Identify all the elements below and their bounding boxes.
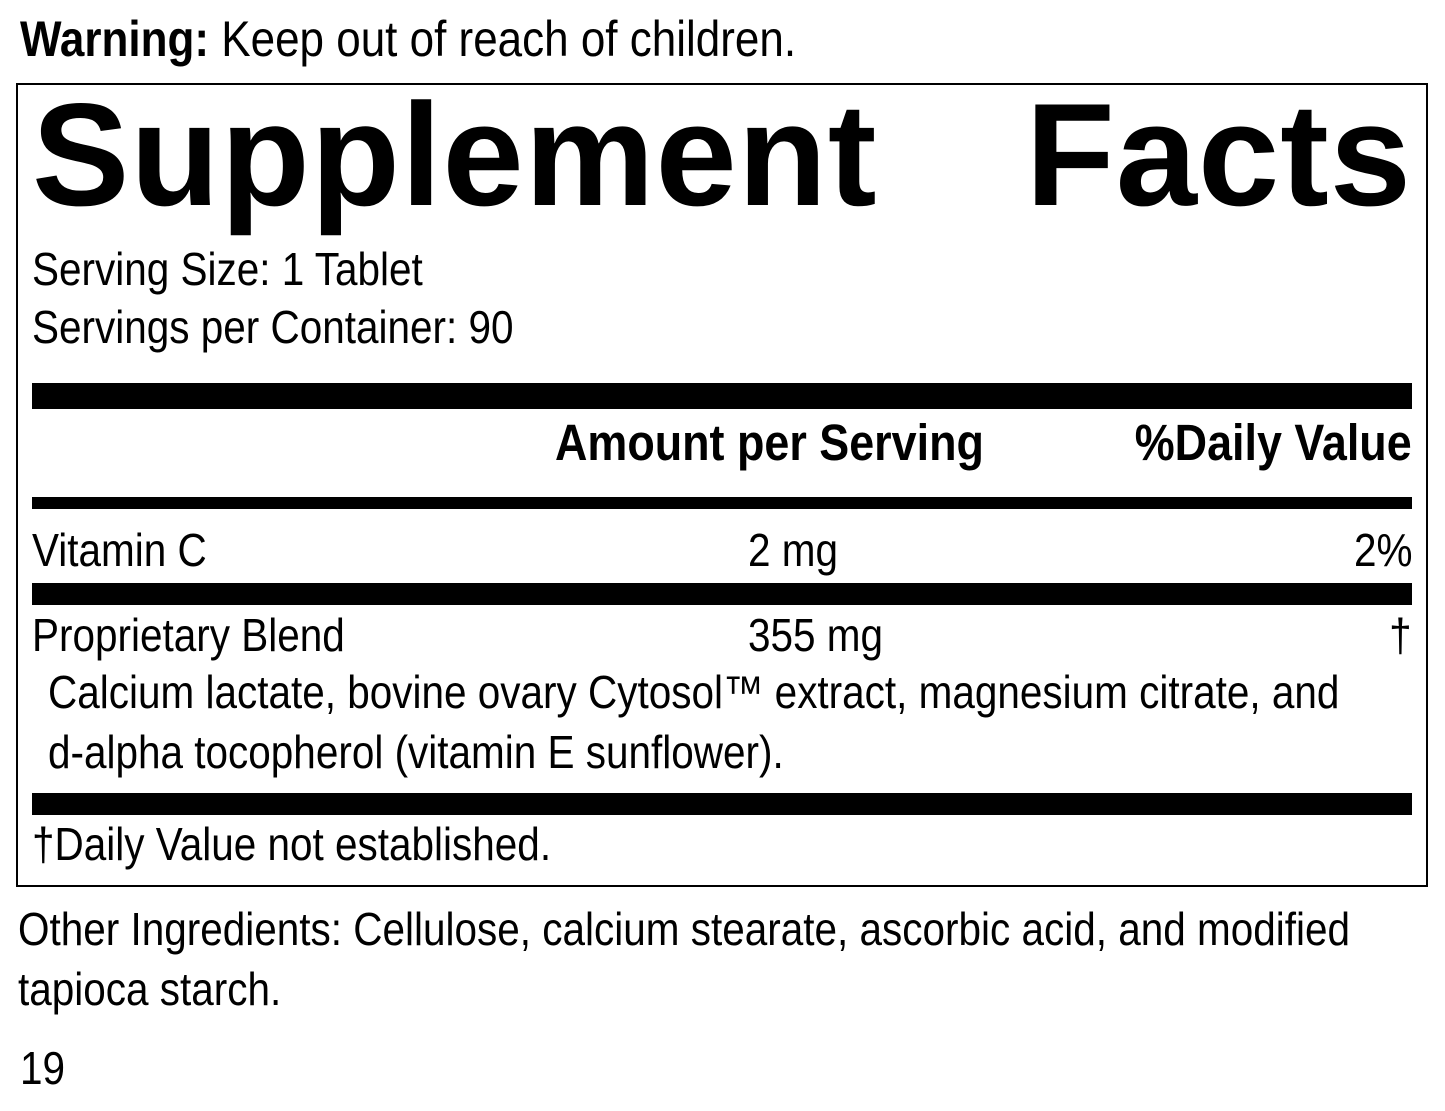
table-header-row: Amount per Serving %Daily Value	[32, 415, 1412, 471]
serving-size: Serving Size: 1 Tablet	[32, 243, 423, 295]
nutrient-amount: 355 mg	[748, 609, 884, 661]
nutrient-name: Proprietary Blend	[32, 609, 345, 661]
title-word-supplement: Supplement	[32, 73, 878, 236]
warning-line: Warning: Keep out of reach of children.	[20, 10, 902, 68]
nutrient-name: Vitamin C	[32, 524, 207, 576]
column-header-amount-per-serving: Amount per Serving	[555, 414, 984, 471]
nutrient-daily-value: †	[1389, 609, 1412, 661]
divider-bar-middle	[32, 583, 1412, 605]
warning-label: Warning:	[20, 11, 210, 67]
nutrient-daily-value: 2%	[1353, 524, 1412, 576]
page-number: 19	[20, 1042, 66, 1094]
nutrient-row-proprietary-blend: Proprietary Blend 355 mg †	[32, 609, 1412, 661]
divider-bar-bottom	[32, 793, 1412, 815]
panel-title: Supplement Facts	[32, 73, 1412, 236]
warning-text: Keep out of reach of children.	[221, 11, 797, 67]
blend-description-line-2: d-alpha tocopherol (vitamin E sunflower)…	[48, 726, 784, 778]
nutrient-amount: 2 mg	[748, 524, 838, 576]
other-ingredients-line-2: tapioca starch.	[18, 963, 282, 1015]
daily-value-footnote: †Daily Value not established.	[32, 818, 552, 870]
nutrient-row-vitamin-c: Vitamin C 2 mg 2%	[32, 524, 1412, 576]
divider-bar-under-header	[32, 497, 1412, 509]
divider-bar-thick-top	[32, 383, 1412, 409]
column-header-daily-value: %Daily Value	[1135, 414, 1412, 471]
title-word-facts: Facts	[1025, 73, 1412, 236]
blend-description-line-1: Calcium lactate, bovine ovary Cytosol™ e…	[48, 666, 1340, 718]
other-ingredients-line-1: Other Ingredients: Cellulose, calcium st…	[18, 903, 1351, 955]
servings-per-container: Servings per Container: 90	[32, 301, 514, 353]
supplement-facts-panel: Supplement Facts Serving Size: 1 Tablet …	[16, 73, 1428, 887]
